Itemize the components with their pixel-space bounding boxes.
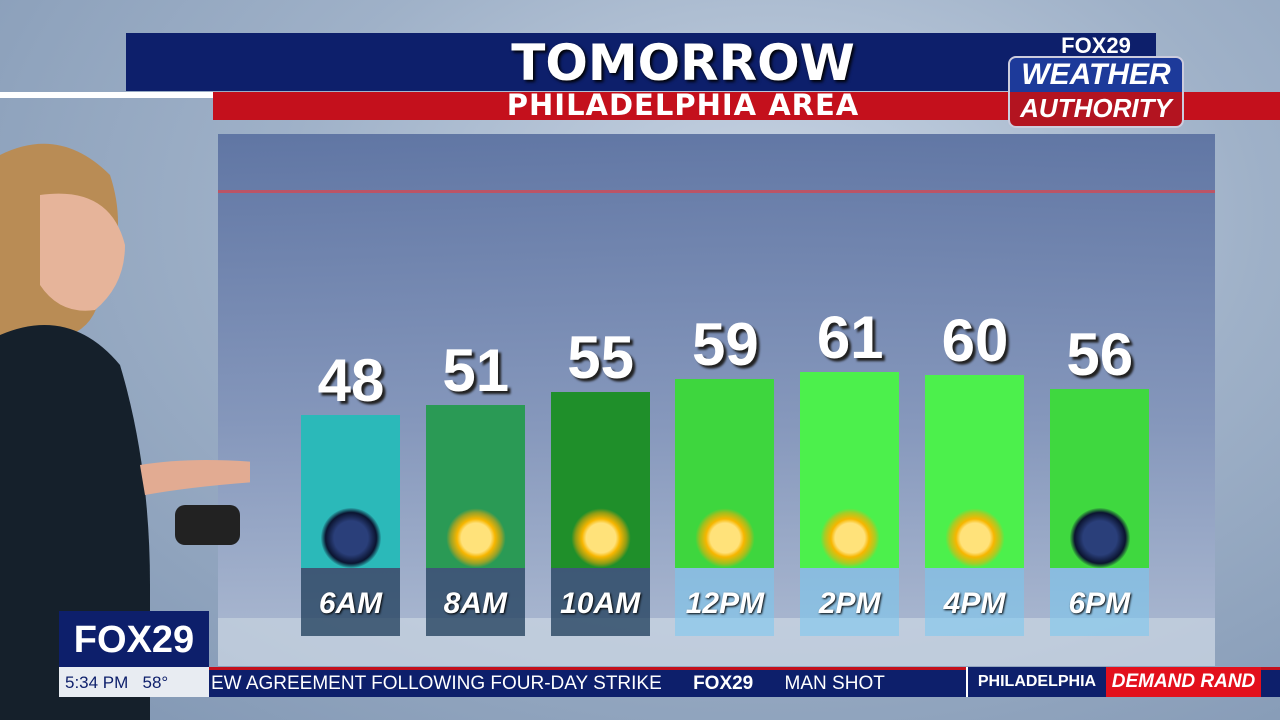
ticker-text: EW AGREEMENT FOLLOWING FOUR-DAY STRIKE bbox=[211, 673, 662, 694]
weather-authority-logo: FOX29 WEATHER AUTHORITY bbox=[1006, 34, 1186, 130]
title-bar bbox=[126, 33, 1156, 91]
logo-brand: FOX29 bbox=[1061, 33, 1131, 58]
promo-badge: DEMAND RAND bbox=[1106, 667, 1261, 697]
night-icon bbox=[1069, 508, 1130, 568]
time-label: 6AM bbox=[301, 568, 400, 636]
sun-icon bbox=[570, 508, 631, 568]
temp-label: 48 bbox=[317, 347, 385, 414]
temp-label: 51 bbox=[442, 337, 510, 405]
time-label: 6PM bbox=[1049, 568, 1149, 636]
logo-box: WEATHER AUTHORITY bbox=[1008, 56, 1184, 128]
current-temp: 58° bbox=[142, 673, 169, 692]
logo-line2: AUTHORITY bbox=[1020, 93, 1172, 123]
sun-icon bbox=[820, 508, 881, 568]
temp-label: 55 bbox=[567, 323, 634, 391]
clock-time: 5:34 PM bbox=[65, 673, 129, 692]
temp-label: 61 bbox=[816, 304, 884, 372]
time-label: 12PM bbox=[675, 568, 775, 636]
divider-line bbox=[218, 190, 1215, 193]
night-icon bbox=[321, 508, 381, 568]
temp-label: 60 bbox=[941, 307, 1009, 375]
time-label: 4PM bbox=[925, 568, 1024, 636]
accent-line bbox=[0, 92, 213, 98]
sun-icon bbox=[695, 508, 756, 568]
ticker-text-2: MAN SHOT bbox=[784, 673, 885, 694]
ticker-location: PHILADELPHIA bbox=[966, 667, 1106, 697]
sun-icon bbox=[945, 508, 1005, 568]
logo-line1: WEATHER bbox=[1021, 58, 1171, 91]
time-label: 8AM bbox=[425, 568, 525, 636]
page-title: TOMORROW bbox=[511, 34, 855, 92]
station-logo: FOX29 bbox=[59, 611, 209, 667]
time-label: 2PM bbox=[800, 568, 900, 636]
temp-label: 56 bbox=[1066, 320, 1134, 388]
clock-temp: 5:34 PM 58° bbox=[59, 667, 209, 697]
page-subtitle: PHILADELPHIA AREA bbox=[506, 88, 860, 122]
ticker-brand: FOX29 bbox=[693, 673, 754, 694]
temp-label: 59 bbox=[692, 310, 759, 378]
sun-icon bbox=[445, 508, 506, 568]
time-label: 10AM bbox=[550, 568, 650, 636]
